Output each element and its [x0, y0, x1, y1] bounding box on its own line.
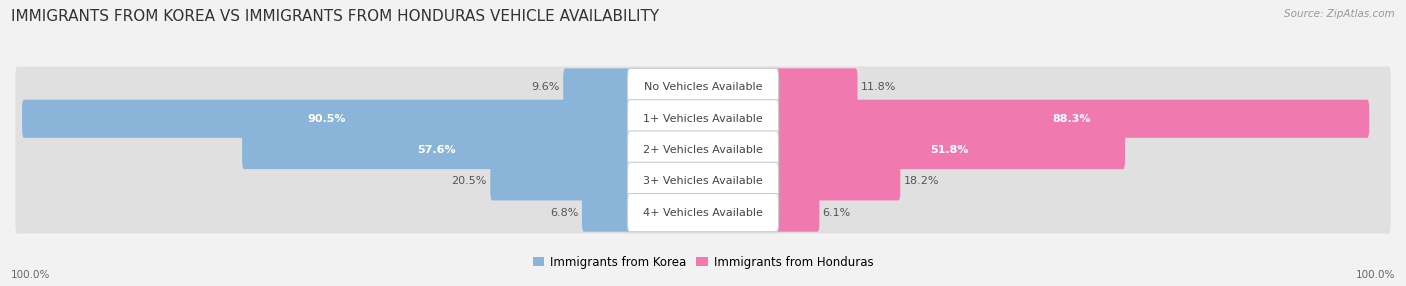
FancyBboxPatch shape: [582, 194, 631, 232]
Text: 90.5%: 90.5%: [308, 114, 346, 124]
Text: IMMIGRANTS FROM KOREA VS IMMIGRANTS FROM HONDURAS VEHICLE AVAILABILITY: IMMIGRANTS FROM KOREA VS IMMIGRANTS FROM…: [11, 9, 659, 23]
Text: 100.0%: 100.0%: [1355, 270, 1395, 280]
Text: 6.8%: 6.8%: [550, 208, 579, 218]
FancyBboxPatch shape: [15, 160, 1391, 202]
Text: 51.8%: 51.8%: [931, 145, 969, 155]
Text: 100.0%: 100.0%: [11, 270, 51, 280]
FancyBboxPatch shape: [627, 131, 779, 169]
FancyBboxPatch shape: [564, 68, 631, 107]
Text: 20.5%: 20.5%: [451, 176, 486, 186]
FancyBboxPatch shape: [242, 131, 631, 169]
Text: 2+ Vehicles Available: 2+ Vehicles Available: [643, 145, 763, 155]
FancyBboxPatch shape: [15, 98, 1391, 140]
FancyBboxPatch shape: [15, 67, 1391, 108]
Text: 57.6%: 57.6%: [418, 145, 456, 155]
FancyBboxPatch shape: [491, 162, 631, 200]
Text: 1+ Vehicles Available: 1+ Vehicles Available: [643, 114, 763, 124]
FancyBboxPatch shape: [22, 100, 631, 138]
Text: 11.8%: 11.8%: [860, 82, 896, 92]
FancyBboxPatch shape: [627, 100, 779, 138]
Text: 4+ Vehicles Available: 4+ Vehicles Available: [643, 208, 763, 218]
Text: No Vehicles Available: No Vehicles Available: [644, 82, 762, 92]
FancyBboxPatch shape: [775, 100, 1369, 138]
FancyBboxPatch shape: [775, 131, 1125, 169]
Text: 9.6%: 9.6%: [531, 82, 560, 92]
FancyBboxPatch shape: [775, 194, 820, 232]
Text: 6.1%: 6.1%: [823, 208, 851, 218]
FancyBboxPatch shape: [627, 68, 779, 107]
FancyBboxPatch shape: [775, 162, 900, 200]
FancyBboxPatch shape: [15, 129, 1391, 171]
Legend: Immigrants from Korea, Immigrants from Honduras: Immigrants from Korea, Immigrants from H…: [533, 256, 873, 269]
FancyBboxPatch shape: [15, 192, 1391, 234]
Text: Source: ZipAtlas.com: Source: ZipAtlas.com: [1284, 9, 1395, 19]
Text: 18.2%: 18.2%: [904, 176, 939, 186]
FancyBboxPatch shape: [627, 162, 779, 200]
FancyBboxPatch shape: [775, 68, 858, 107]
FancyBboxPatch shape: [627, 194, 779, 232]
Text: 3+ Vehicles Available: 3+ Vehicles Available: [643, 176, 763, 186]
Text: 88.3%: 88.3%: [1053, 114, 1091, 124]
